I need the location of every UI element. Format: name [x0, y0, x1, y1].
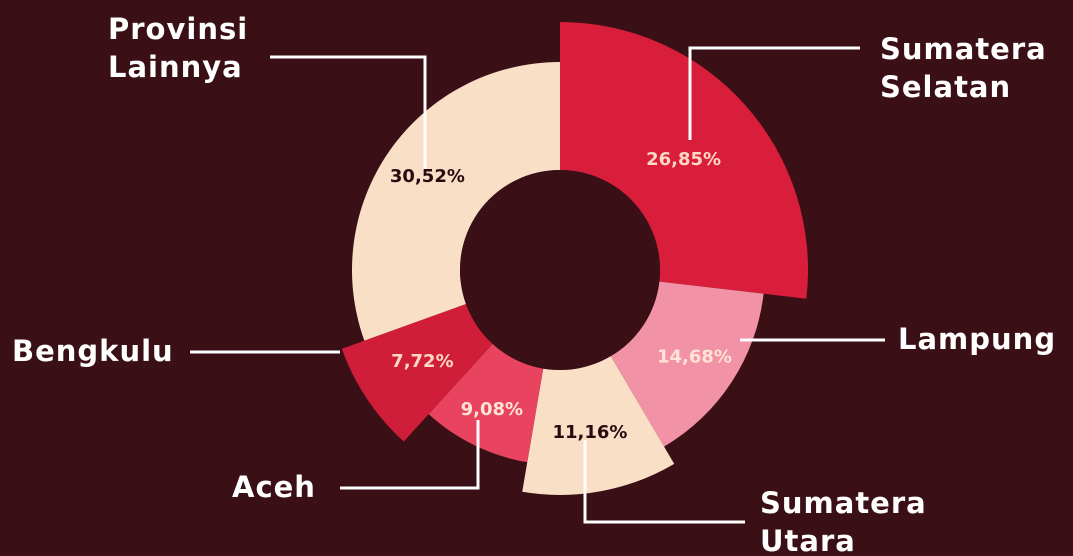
category-label: Sumatera Selatan — [880, 30, 1065, 106]
value-label: 26,85% — [646, 149, 721, 170]
donut-hole — [460, 170, 660, 370]
value-label: 14,68% — [657, 347, 732, 368]
category-label: Provinsi Lainnya — [108, 10, 268, 86]
value-label: 7,72% — [391, 351, 453, 372]
category-label: Sumatera Utara — [760, 484, 945, 556]
chart: 26,85% 14,68% 11,16% 9,08% 7,72% 30,52% Sumat… — [0, 0, 1073, 556]
category-label: Lampung — [898, 320, 1073, 358]
value-label: 11,16% — [552, 422, 627, 443]
category-label: Bengkulu — [12, 332, 187, 370]
category-label: Aceh — [232, 468, 352, 506]
value-label: 30,52% — [390, 166, 465, 187]
value-label: 9,08% — [461, 399, 523, 420]
